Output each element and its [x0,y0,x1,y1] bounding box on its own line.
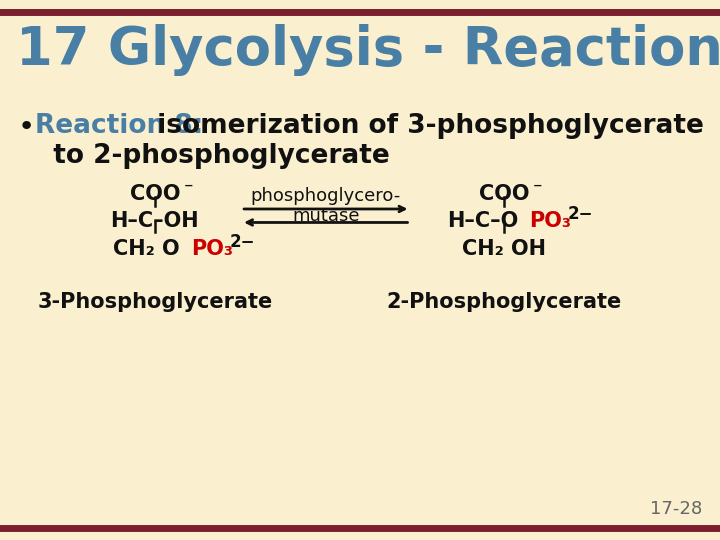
Text: 2−: 2− [568,205,593,223]
Text: COO: COO [130,184,180,204]
Text: PO₃: PO₃ [191,239,233,259]
Text: 17-28: 17-28 [649,501,702,518]
Text: PO₃: PO₃ [529,211,571,231]
Text: 17 Glycolysis - Reaction 8: 17 Glycolysis - Reaction 8 [16,24,720,76]
Text: mutase: mutase [292,207,359,225]
Text: 2−: 2− [230,233,255,251]
Text: CH₂ O: CH₂ O [113,239,179,259]
Text: phosphoglycero-: phosphoglycero- [251,187,401,205]
Text: 3-Phosphoglycerate: 3-Phosphoglycerate [37,292,272,312]
Text: H–C–O: H–C–O [447,211,518,231]
Text: Reaction 8:: Reaction 8: [35,113,203,139]
Text: 2-Phosphoglycerate: 2-Phosphoglycerate [387,292,621,312]
Text: COO: COO [479,184,529,204]
Text: ⁻: ⁻ [533,181,542,199]
Text: •: • [18,113,35,141]
Text: to 2-phosphoglycerate: to 2-phosphoglycerate [35,143,390,169]
Text: H–C–OH: H–C–OH [110,211,199,231]
Text: ⁻: ⁻ [184,181,193,199]
Text: isomerization of 3-phosphoglycerate: isomerization of 3-phosphoglycerate [148,113,703,139]
Text: CH₂ OH: CH₂ OH [462,239,546,259]
